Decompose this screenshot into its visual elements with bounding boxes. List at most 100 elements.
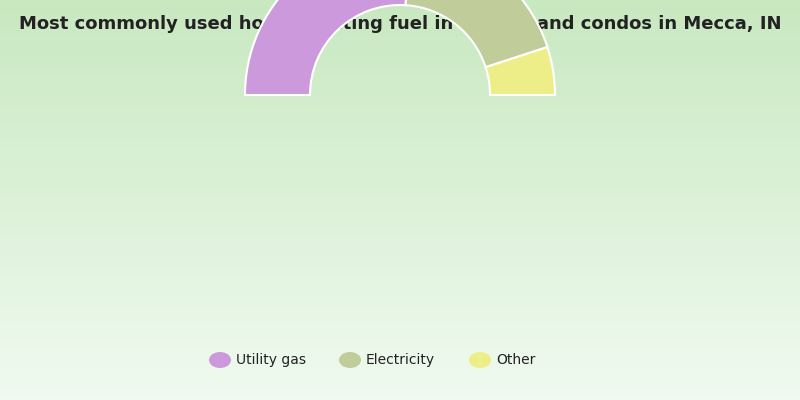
Bar [0,346,800,348]
Bar [0,318,800,320]
Bar [0,364,800,366]
Bar [0,240,800,242]
Bar [0,174,800,176]
Bar [0,292,800,294]
Bar [0,20,800,22]
Bar [0,130,800,132]
Bar [0,116,800,118]
Bar [0,284,800,286]
Bar [0,24,800,26]
Bar [0,260,800,262]
Bar [0,322,800,324]
Bar [0,340,800,342]
Bar [0,4,800,6]
Bar [0,48,800,50]
Bar [0,196,800,198]
Bar [0,236,800,238]
Bar [0,202,800,204]
Bar [0,194,800,196]
Bar [0,390,800,392]
Bar [0,332,800,334]
Bar [0,370,800,372]
Bar [0,396,800,398]
Bar [0,234,800,236]
Bar [0,2,800,4]
Bar [0,394,800,396]
Bar [0,242,800,244]
Bar [0,298,800,300]
Bar [0,84,800,86]
Bar [0,392,800,394]
Bar [0,226,800,228]
Bar [0,356,800,358]
Bar [0,216,800,218]
Bar [0,96,800,98]
Bar [0,268,800,270]
Bar [0,200,800,202]
Bar [0,82,800,84]
Bar [0,218,800,220]
Bar [0,378,800,380]
Bar [0,44,800,46]
Bar [0,170,800,172]
Bar [0,368,800,370]
Bar [0,36,800,38]
Bar [0,122,800,124]
Bar [0,158,800,160]
Bar [0,274,800,276]
Bar [0,106,800,108]
Bar [0,272,800,274]
Bar [0,344,800,346]
Bar [0,152,800,154]
Bar [0,150,800,152]
Bar [0,22,800,24]
Wedge shape [486,47,555,95]
Ellipse shape [339,352,361,368]
Bar [0,28,800,30]
Bar [0,74,800,76]
Bar [0,186,800,188]
Bar [0,252,800,254]
Bar [0,38,800,40]
Bar [0,162,800,164]
Text: Electricity: Electricity [366,353,435,367]
Bar [0,100,800,102]
Bar [0,380,800,382]
Wedge shape [406,0,547,67]
Bar [0,206,800,208]
Bar [0,384,800,386]
Bar [0,8,800,10]
Bar [0,220,800,222]
Bar [0,210,800,212]
Bar [0,294,800,296]
Bar [0,68,800,70]
Bar [0,238,800,240]
Bar [0,304,800,306]
Bar [0,244,800,246]
Bar [0,6,800,8]
Bar [0,92,800,94]
Bar [0,388,800,390]
Bar [0,224,800,226]
Bar [0,338,800,340]
Bar [0,132,800,134]
Bar [0,270,800,272]
Bar [0,192,800,194]
Bar [0,360,800,362]
Bar [0,60,800,62]
Bar [0,308,800,310]
Text: Utility gas: Utility gas [236,353,306,367]
Bar [0,296,800,298]
Bar [0,80,800,82]
Bar [0,12,800,14]
Bar [0,178,800,180]
Bar [0,204,800,206]
Bar [0,214,800,216]
Bar [0,168,800,170]
Bar [0,184,800,186]
Bar [0,104,800,106]
Bar [0,264,800,266]
Bar [0,34,800,36]
Bar [0,136,800,138]
Bar [0,128,800,130]
